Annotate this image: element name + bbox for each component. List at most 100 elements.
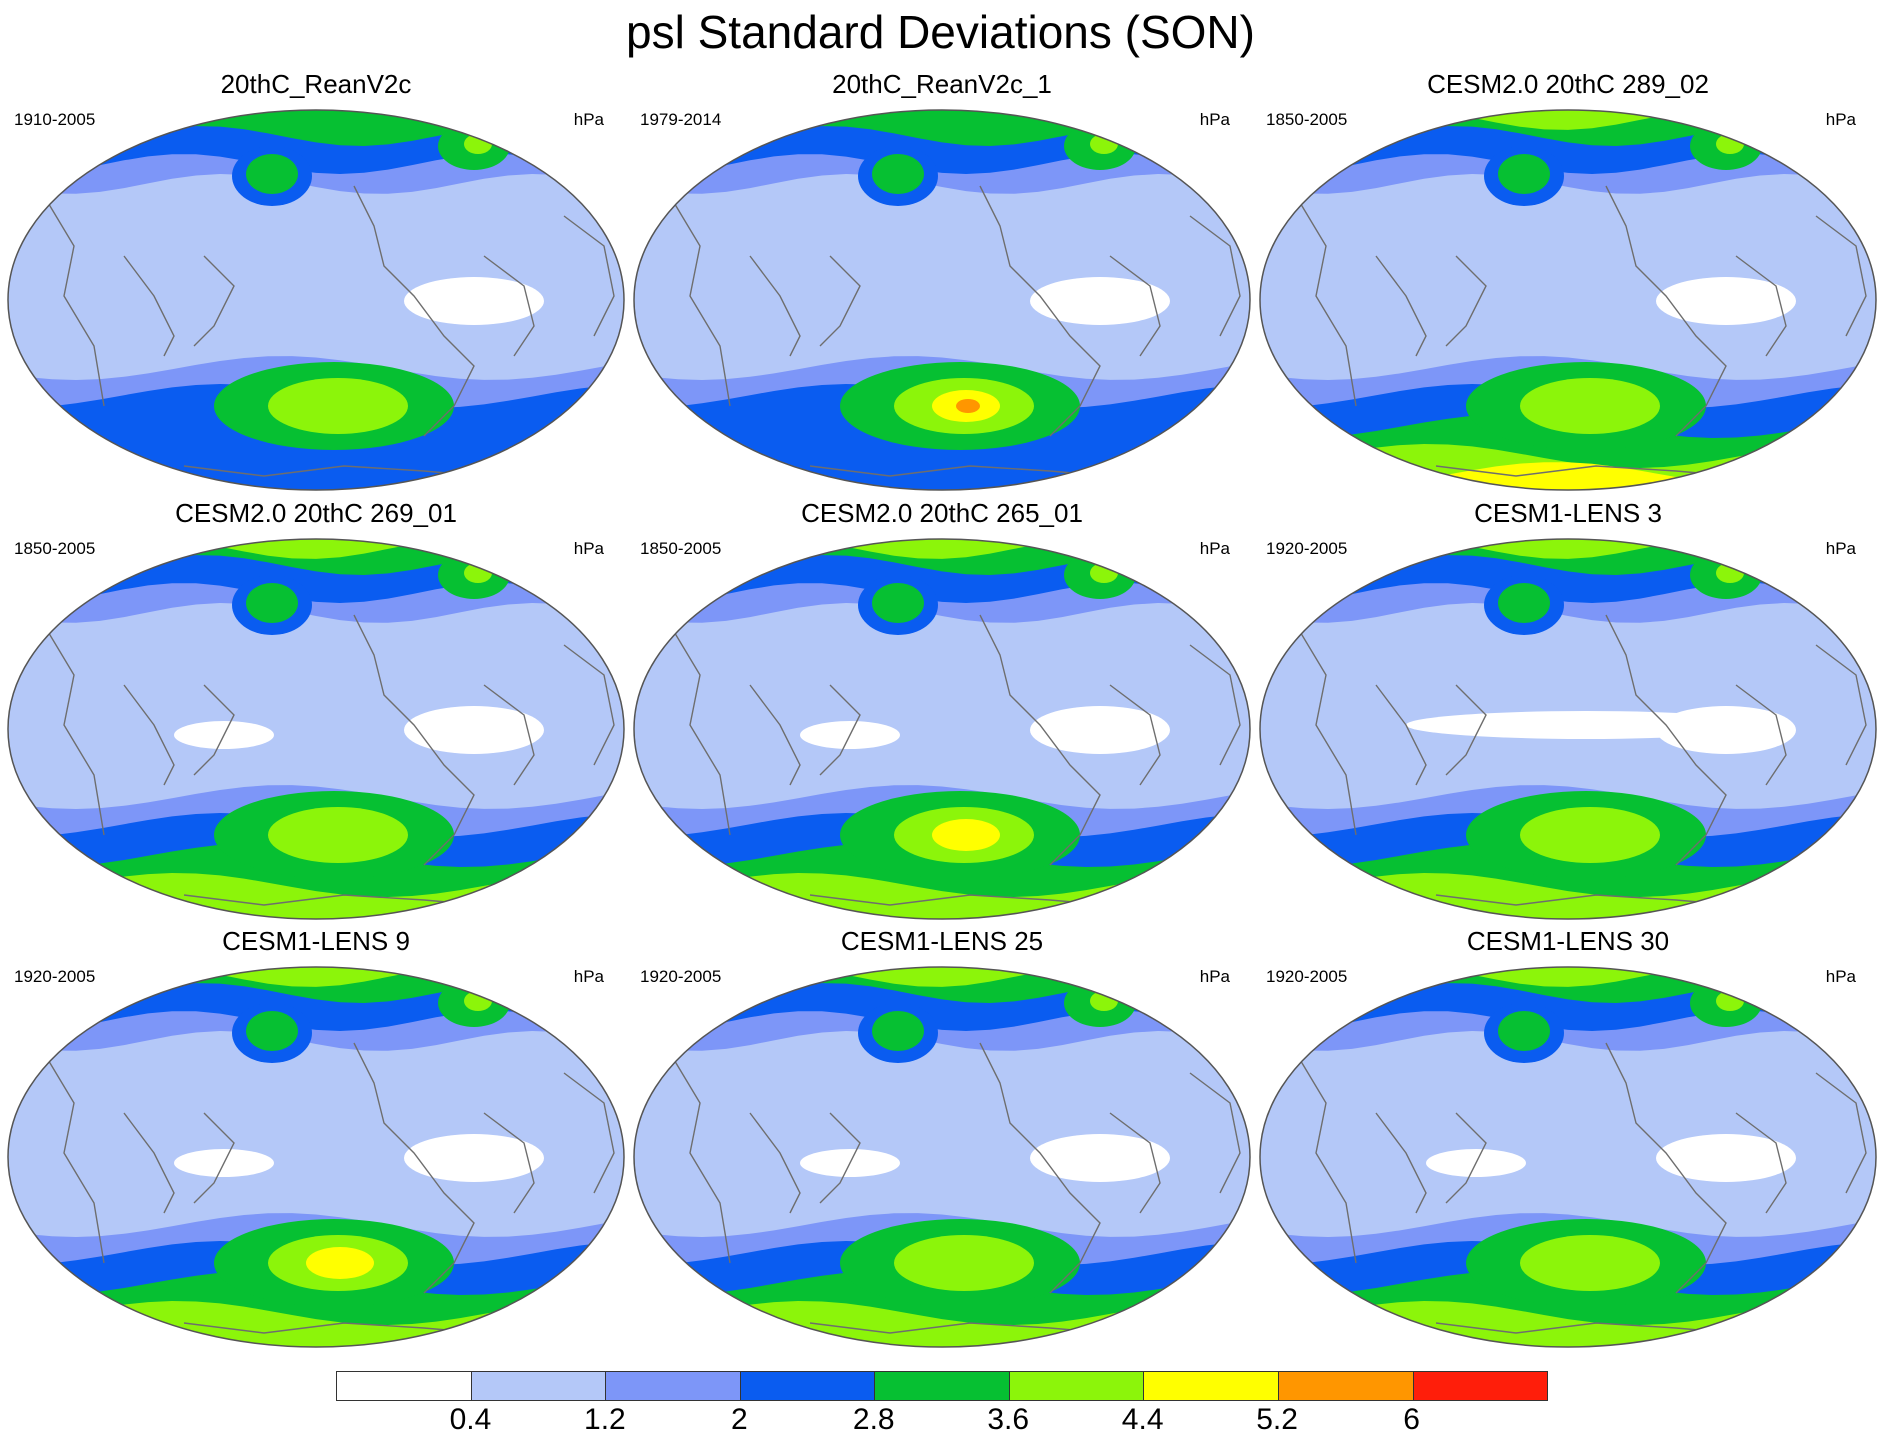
coastline bbox=[43, 624, 105, 836]
panel-title: CESM1-LENS 30 bbox=[1466, 926, 1670, 956]
contour-band bbox=[8, 110, 624, 146]
coastline bbox=[1815, 644, 1867, 766]
contour-cell bbox=[404, 706, 544, 754]
coastline bbox=[1375, 684, 1427, 786]
coastline bbox=[193, 684, 235, 776]
contour-cell bbox=[246, 583, 298, 623]
coastline bbox=[669, 1052, 731, 1264]
panel-title: CESM1-LENS 3 bbox=[1474, 498, 1662, 528]
contour-cell bbox=[464, 563, 492, 583]
coastline bbox=[979, 614, 1101, 866]
coastline bbox=[1109, 684, 1161, 786]
coastline bbox=[123, 1112, 175, 1214]
contour-cell bbox=[956, 399, 980, 413]
coastline bbox=[483, 684, 535, 786]
coastline bbox=[979, 185, 1101, 437]
map-outline bbox=[7, 538, 625, 920]
colorbar-boxes bbox=[336, 1371, 1548, 1401]
contour-band bbox=[634, 967, 1250, 987]
colorbar-tick-label: 3.6 bbox=[987, 1403, 1030, 1436]
coastline bbox=[1815, 215, 1867, 337]
colorbar-tick-label: 2.8 bbox=[852, 1403, 895, 1436]
contour-cell bbox=[246, 154, 298, 194]
coastline bbox=[669, 195, 731, 407]
world-map bbox=[1259, 109, 1877, 491]
coastline bbox=[749, 684, 801, 786]
colorbar-tick-label: 4.4 bbox=[1121, 1403, 1164, 1436]
coastline bbox=[669, 624, 731, 836]
panel-units: hPa bbox=[1825, 539, 1856, 558]
colorbar-tick-label: 1.2 bbox=[584, 1403, 626, 1436]
coastline bbox=[1605, 1042, 1727, 1294]
contour-band bbox=[8, 539, 624, 559]
coastline bbox=[563, 644, 615, 766]
panel-units: hPa bbox=[1199, 110, 1230, 129]
map-panel: CESM1-LENS 25 1920-2005 hPa bbox=[630, 925, 1254, 1355]
panel-period: 1920-2005 bbox=[1266, 967, 1348, 986]
colorbar: 0.4 1.2 2 2.8 3.6 4.4 5.2 6 bbox=[336, 1371, 1548, 1436]
colorbar-box bbox=[1143, 1372, 1278, 1400]
colorbar-tick-label: 5.2 bbox=[1256, 1403, 1298, 1436]
contour-cell bbox=[306, 1247, 374, 1279]
contour-band bbox=[634, 110, 1250, 146]
coastline bbox=[43, 1052, 105, 1264]
coastline bbox=[749, 255, 801, 357]
contour-cell bbox=[872, 1011, 924, 1051]
contour-cell bbox=[872, 154, 924, 194]
colorbar-box bbox=[1412, 1372, 1548, 1400]
coastline bbox=[43, 195, 105, 407]
contour-layer bbox=[634, 967, 1250, 1347]
colorbar-box bbox=[470, 1372, 606, 1400]
contour-layer bbox=[634, 110, 1250, 490]
world-map bbox=[1259, 966, 1877, 1348]
contour-band bbox=[634, 539, 1250, 559]
contour-cell bbox=[1498, 583, 1550, 623]
coastline bbox=[1445, 684, 1487, 776]
coastline bbox=[1815, 1072, 1867, 1194]
panel-title: CESM2.0 20thC 269_01 bbox=[175, 498, 457, 528]
world-map bbox=[633, 538, 1251, 920]
world-map bbox=[7, 109, 625, 491]
colorbar-tick-label: 6 bbox=[1403, 1403, 1420, 1436]
panel-units: hPa bbox=[573, 967, 604, 986]
panel-units: hPa bbox=[1825, 110, 1856, 129]
world-map bbox=[7, 538, 625, 920]
contour-layer bbox=[634, 539, 1250, 919]
coastline bbox=[353, 1042, 475, 1294]
contour-layer bbox=[1260, 539, 1876, 919]
map-outline bbox=[1259, 966, 1877, 1348]
world-map bbox=[633, 966, 1251, 1348]
panel-title: 20thC_ReanV2c bbox=[220, 69, 412, 99]
coastline bbox=[353, 614, 475, 866]
coastline bbox=[123, 255, 175, 357]
coastline bbox=[819, 255, 861, 347]
coastline bbox=[123, 684, 175, 786]
coastline bbox=[1295, 1052, 1357, 1264]
contour-cell bbox=[268, 807, 408, 863]
contour-cell bbox=[1656, 1134, 1796, 1182]
coastline bbox=[483, 255, 535, 357]
world-map bbox=[633, 109, 1251, 491]
contour-cell bbox=[872, 583, 924, 623]
coastline bbox=[563, 1072, 615, 1194]
panel-units: hPa bbox=[1199, 967, 1230, 986]
contour-band bbox=[1260, 462, 1876, 490]
coastline bbox=[1189, 1072, 1241, 1194]
map-outline bbox=[7, 109, 625, 491]
panel-period: 1920-2005 bbox=[14, 967, 96, 986]
world-map bbox=[7, 966, 625, 1348]
coastline bbox=[193, 1112, 235, 1204]
colorbar-box bbox=[1008, 1372, 1144, 1400]
coastline bbox=[1375, 1112, 1427, 1214]
coastline bbox=[1735, 255, 1787, 357]
contour-cell bbox=[1498, 1011, 1550, 1051]
contour-band bbox=[1260, 967, 1876, 987]
coastline bbox=[1189, 215, 1241, 337]
coastline bbox=[1295, 195, 1357, 407]
coastline bbox=[353, 185, 475, 437]
panel-period: 1910-2005 bbox=[14, 110, 96, 129]
colorbar-tick-label: 0.4 bbox=[449, 1403, 492, 1436]
coastline bbox=[1445, 255, 1487, 347]
contour-cell bbox=[1520, 1235, 1660, 1291]
map-outline bbox=[633, 966, 1251, 1348]
